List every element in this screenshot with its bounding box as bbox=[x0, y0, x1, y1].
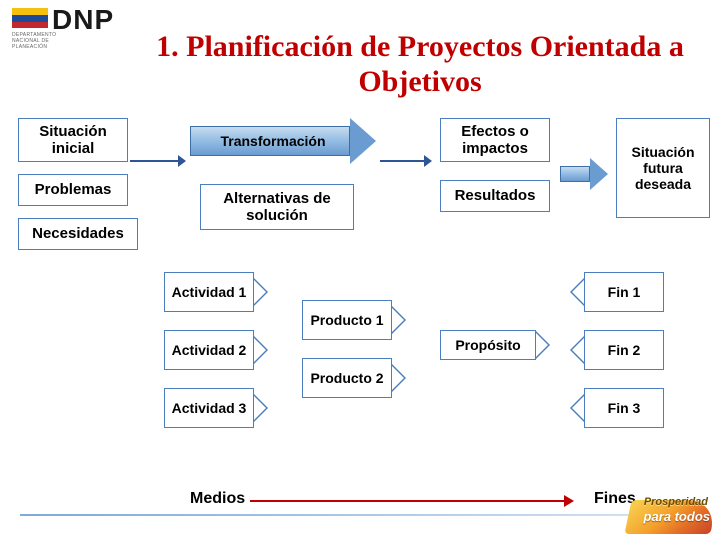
box-necesidades: Necesidades bbox=[18, 218, 138, 250]
logo-subtitle: DEPARTAMENTO NACIONAL DE PLANEACIÓN bbox=[12, 32, 56, 50]
connector-center-to-right bbox=[380, 160, 430, 162]
logo-text: DNP bbox=[52, 4, 114, 36]
pointer-proposito bbox=[536, 331, 550, 359]
box-situacion-inicial: Situación inicial bbox=[18, 118, 128, 162]
footer-gradient-line bbox=[20, 514, 630, 516]
pointer-producto-2 bbox=[392, 364, 406, 392]
pointer-actividad-1 bbox=[254, 278, 268, 306]
dnp-logo: DNP DEPARTAMENTO NACIONAL DE PLANEACIÓN bbox=[12, 8, 48, 28]
label-transformacion: Transformación bbox=[200, 130, 346, 152]
pointer-actividad-2 bbox=[254, 336, 268, 364]
arrow-transformacion: Transformación bbox=[190, 118, 378, 164]
pointer-fin-2 bbox=[570, 336, 584, 364]
arrow-to-situacion-futura bbox=[560, 156, 610, 192]
label-medios: Medios bbox=[190, 490, 245, 508]
badge-line-1: Prosperidad bbox=[644, 496, 708, 508]
box-efectos: Efectos o impactos bbox=[440, 118, 550, 162]
pointer-fin-1 bbox=[570, 278, 584, 306]
box-fin-3: Fin 3 bbox=[584, 388, 664, 428]
pointer-actividad-3 bbox=[254, 394, 268, 422]
box-situacion-futura: Situación futura deseada bbox=[616, 118, 710, 218]
box-actividad-2: Actividad 2 bbox=[164, 330, 254, 370]
box-producto-1: Producto 1 bbox=[302, 300, 392, 340]
prosperidad-badge: Prosperidad para todos bbox=[628, 478, 714, 534]
box-fin-2: Fin 2 bbox=[584, 330, 664, 370]
page-title: 1. Planificación de Proyectos Orientada … bbox=[140, 30, 700, 99]
box-resultados: Resultados bbox=[440, 180, 550, 212]
flag-stripes-icon bbox=[12, 8, 48, 28]
badge-line-2: para todos bbox=[644, 509, 710, 524]
box-problemas: Problemas bbox=[18, 174, 128, 206]
connector-left-to-center bbox=[130, 160, 184, 162]
box-proposito: Propósito bbox=[440, 330, 536, 360]
pointer-fin-3 bbox=[570, 394, 584, 422]
pointer-producto-1 bbox=[392, 306, 406, 334]
box-actividad-1: Actividad 1 bbox=[164, 272, 254, 312]
arrow-medios-fines bbox=[250, 500, 570, 502]
box-producto-2: Producto 2 bbox=[302, 358, 392, 398]
box-fin-1: Fin 1 bbox=[584, 272, 664, 312]
box-actividad-3: Actividad 3 bbox=[164, 388, 254, 428]
box-alternativas: Alternativas de solución bbox=[200, 184, 354, 230]
slide-stage: DNP DEPARTAMENTO NACIONAL DE PLANEACIÓN … bbox=[0, 0, 720, 540]
